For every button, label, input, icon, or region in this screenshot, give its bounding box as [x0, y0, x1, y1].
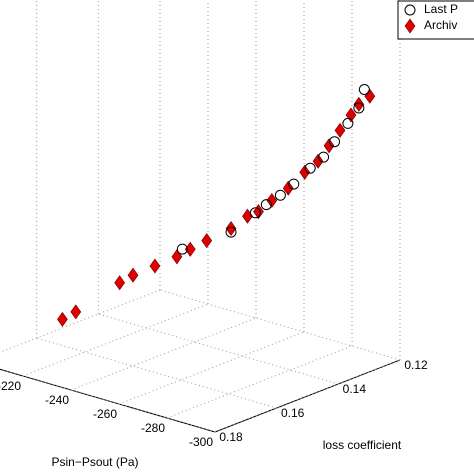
x-tick-label: -260 — [93, 407, 117, 421]
y-tick-label: 0.14 — [343, 382, 367, 396]
legend-label: Archiv — [424, 18, 457, 32]
diamond-marker — [171, 249, 183, 265]
diamond-marker — [364, 88, 376, 104]
y-axis-label: loss coefficient — [323, 438, 402, 452]
circle-marker — [342, 117, 354, 129]
diamond-marker — [404, 18, 416, 34]
axis-edge — [0, 368, 216, 433]
circle-marker — [329, 136, 341, 148]
diamond-marker — [114, 275, 126, 291]
diamond-marker — [225, 220, 237, 237]
legend: Last P Archiv — [397, 0, 474, 40]
circle-marker — [288, 178, 300, 190]
y-grid-line — [159, 289, 401, 361]
y-tick-label: 0.18 — [219, 430, 243, 444]
y-grid-line — [36, 337, 277, 409]
legend-label: Last P — [424, 2, 458, 16]
y-tick-label: 0.12 — [404, 358, 428, 372]
x-tick-label: -280 — [141, 421, 165, 435]
x-grid-line — [166, 345, 353, 419]
diamond-marker — [127, 267, 139, 283]
axis-edge — [214, 359, 401, 433]
x-tick-label: -300 — [189, 435, 213, 449]
circle-marker — [176, 243, 188, 255]
diamond-marker — [334, 122, 346, 138]
circle-marker — [260, 199, 272, 211]
x-tick-label: -220 — [0, 379, 21, 393]
y-grid-line — [98, 313, 339, 385]
circle-marker — [358, 84, 370, 95]
diamond-marker — [184, 241, 196, 257]
diamond-marker — [312, 153, 324, 169]
diamond-marker — [353, 96, 365, 112]
diamond-marker — [57, 311, 68, 327]
y-tick-label: 0.16 — [281, 406, 305, 420]
diamond-marker — [70, 304, 82, 320]
box-edge — [0, 289, 161, 353]
diamond-marker — [149, 258, 161, 274]
diamond-marker — [253, 204, 264, 220]
diamond-marker — [201, 233, 213, 249]
circle-marker — [318, 151, 330, 163]
circle-marker — [404, 4, 416, 16]
circle-marker — [304, 162, 316, 174]
x-grid-line — [118, 331, 305, 405]
y-grid-line — [0, 368, 216, 433]
circle-marker — [353, 102, 365, 114]
x-tick-label: -240 — [45, 393, 69, 407]
x-grid-line — [22, 303, 209, 377]
x-axis-label: Psin−Psout (Pa) — [51, 455, 138, 469]
diamond-marker — [282, 180, 294, 196]
circle-marker — [274, 189, 286, 201]
circle-marker — [225, 226, 237, 238]
diamond-marker — [299, 164, 311, 180]
diamond-marker — [323, 138, 335, 154]
circle-marker — [249, 207, 261, 219]
x-grid-line — [70, 317, 257, 391]
diamond-marker — [266, 192, 278, 209]
